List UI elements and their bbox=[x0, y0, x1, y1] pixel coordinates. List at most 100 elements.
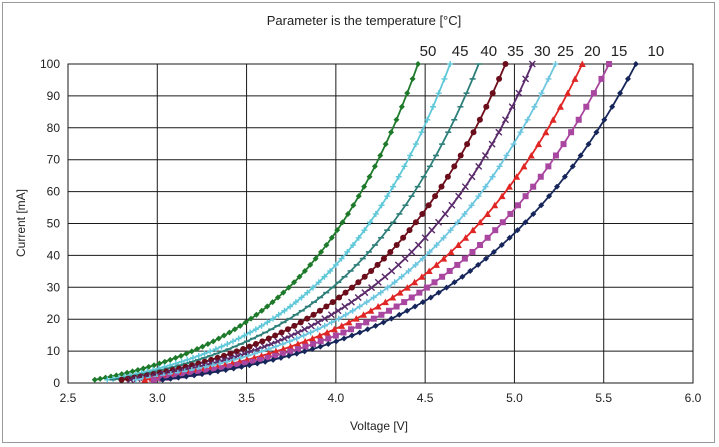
data-point-marker bbox=[361, 289, 369, 297]
data-point-marker bbox=[475, 193, 482, 200]
data-point-marker bbox=[396, 311, 403, 318]
y-tick-label: 100 bbox=[40, 57, 60, 71]
data-point-marker bbox=[348, 332, 355, 339]
data-point-marker bbox=[489, 173, 496, 180]
data-point-marker bbox=[156, 360, 163, 367]
data-point-marker bbox=[194, 346, 201, 353]
data-point-marker bbox=[184, 356, 191, 363]
data-point-marker bbox=[325, 335, 332, 342]
data-point-marker bbox=[287, 348, 294, 355]
data-point-marker bbox=[191, 372, 198, 379]
data-point-marker bbox=[314, 318, 322, 326]
data-point-marker bbox=[370, 315, 377, 322]
data-point-marker bbox=[161, 358, 168, 365]
data-point-marker bbox=[535, 140, 543, 148]
data-point-marker bbox=[183, 373, 190, 380]
data-point-marker bbox=[527, 151, 535, 159]
data-point-marker bbox=[293, 350, 300, 357]
data-point-marker bbox=[412, 219, 419, 226]
data-point-marker bbox=[438, 183, 445, 190]
data-point-marker bbox=[262, 358, 269, 365]
data-point-marker bbox=[219, 365, 226, 372]
data-point-marker bbox=[265, 335, 272, 342]
series-line bbox=[153, 63, 610, 381]
data-point-marker bbox=[414, 241, 422, 249]
data-point-marker bbox=[221, 332, 228, 339]
series-label: 30 bbox=[534, 43, 551, 60]
y-axis-label: Current [mA] bbox=[14, 189, 28, 257]
data-point-marker bbox=[178, 358, 185, 365]
data-point-marker bbox=[401, 163, 408, 170]
data-point-marker bbox=[302, 343, 309, 350]
data-point-marker bbox=[415, 61, 421, 67]
data-point-marker bbox=[419, 299, 426, 306]
data-point-marker bbox=[341, 303, 349, 311]
data-point-marker bbox=[489, 90, 496, 97]
data-point-marker bbox=[502, 61, 509, 67]
series-30 bbox=[127, 60, 536, 384]
data-point-marker bbox=[301, 267, 308, 274]
data-point-marker bbox=[335, 315, 342, 322]
data-point-marker bbox=[441, 75, 448, 82]
data-point-marker bbox=[440, 255, 448, 262]
data-point-marker bbox=[617, 90, 624, 97]
x-axis-label: Voltage [V] bbox=[350, 419, 408, 433]
data-point-marker bbox=[291, 279, 298, 286]
data-point-marker bbox=[333, 338, 340, 345]
data-point-marker bbox=[181, 372, 188, 379]
x-tick-label: 6.0 bbox=[685, 391, 702, 405]
data-point-marker bbox=[183, 350, 190, 357]
data-point-marker bbox=[396, 289, 404, 296]
data-point-marker bbox=[427, 294, 434, 301]
data-point-marker bbox=[389, 293, 397, 301]
data-point-marker bbox=[175, 374, 182, 381]
data-point-marker bbox=[287, 303, 294, 310]
data-point-marker bbox=[223, 358, 230, 365]
data-point-marker bbox=[461, 183, 469, 191]
data-point-marker bbox=[522, 219, 529, 226]
data-point-marker bbox=[329, 299, 336, 306]
data-point-marker bbox=[384, 284, 391, 291]
series-label: 25 bbox=[557, 43, 574, 60]
data-point-marker bbox=[316, 307, 323, 314]
x-tick-label: 3.5 bbox=[238, 391, 255, 405]
data-point-marker bbox=[482, 183, 489, 190]
data-point-marker bbox=[356, 303, 363, 310]
data-point-marker bbox=[564, 89, 572, 97]
data-point-marker bbox=[330, 325, 338, 333]
data-point-marker bbox=[499, 219, 506, 226]
data-point-marker bbox=[274, 294, 281, 301]
data-point-marker bbox=[524, 116, 531, 123]
data-point-marker bbox=[317, 343, 324, 350]
data-point-marker bbox=[278, 329, 285, 336]
series-label: 10 bbox=[648, 43, 665, 60]
data-point-marker bbox=[318, 248, 325, 255]
data-point-marker bbox=[172, 354, 179, 361]
data-point-marker bbox=[285, 284, 292, 291]
data-point-marker bbox=[421, 234, 429, 242]
series-10 bbox=[159, 61, 639, 383]
data-point-marker bbox=[141, 376, 149, 383]
data-point-marker bbox=[505, 183, 513, 190]
data-point-marker bbox=[328, 234, 335, 241]
x-tick-label: 2.5 bbox=[60, 391, 77, 405]
data-point-marker bbox=[173, 373, 180, 380]
data-point-marker bbox=[339, 219, 346, 226]
data-point-marker bbox=[97, 375, 104, 382]
data-point-marker bbox=[347, 298, 355, 306]
data-point-marker bbox=[272, 352, 279, 359]
data-point-marker bbox=[212, 346, 219, 353]
data-point-marker bbox=[484, 234, 491, 241]
series-50 bbox=[91, 61, 421, 383]
data-point-marker bbox=[468, 173, 476, 181]
data-point-marker bbox=[344, 248, 351, 255]
data-point-marker bbox=[461, 255, 468, 262]
data-point-marker bbox=[363, 299, 370, 306]
data-point-marker bbox=[578, 60, 586, 67]
data-point-marker bbox=[398, 103, 405, 110]
data-point-marker bbox=[241, 360, 248, 367]
data-point-marker bbox=[462, 234, 470, 241]
data-point-marker bbox=[342, 311, 349, 318]
data-point-marker bbox=[408, 248, 416, 256]
data-point-marker bbox=[446, 267, 453, 274]
